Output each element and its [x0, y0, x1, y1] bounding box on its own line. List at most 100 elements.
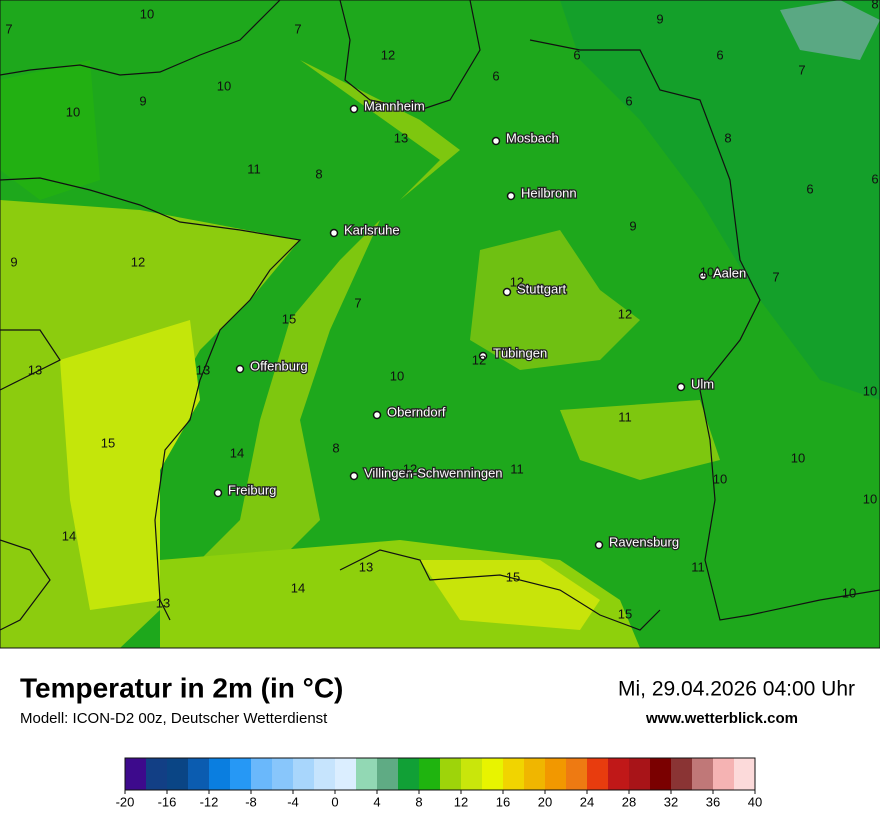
temperature-label: 9 — [10, 254, 17, 269]
temperature-label: 9 — [656, 11, 663, 26]
temperature-label: 15 — [618, 606, 632, 621]
temperature-label: 10 — [713, 471, 727, 486]
temperature-label: 7 — [798, 62, 805, 77]
city-label: Offenburg — [250, 358, 308, 373]
temperature-label: 12 — [403, 461, 417, 476]
temperature-label: 13 — [196, 362, 210, 377]
temperature-label: 10 — [390, 368, 404, 383]
datetime: Mi, 29.04.2026 04:00 Uhr — [618, 678, 855, 701]
border-line — [339, 0, 481, 111]
temperature-label: 10 — [140, 6, 154, 21]
warm-region — [60, 320, 200, 610]
temperature-label: 15 — [101, 435, 115, 450]
border-line — [339, 549, 661, 631]
city-dot — [349, 471, 359, 481]
colorbar-swatch — [272, 758, 294, 790]
temperature-label: 11 — [691, 559, 705, 574]
border-line — [529, 39, 880, 621]
map — [0, 0, 880, 649]
temperature-label: 6 — [716, 47, 723, 62]
colorbar-tick-label: 20 — [538, 794, 552, 809]
temperature-label: 12 — [381, 47, 395, 62]
colorbar-tick-label: 40 — [748, 794, 762, 809]
subtitle: Modell: ICON-D2 00z, Deutscher Wetterdie… — [20, 710, 328, 727]
warm-region — [470, 230, 640, 370]
region — [0, 60, 100, 200]
temperature-label: 15 — [506, 569, 520, 584]
cool-region — [780, 0, 880, 60]
city-dot — [698, 271, 708, 281]
colorbar-tick-label: 16 — [496, 794, 510, 809]
temperature-label: 11 — [618, 409, 632, 424]
temperature-label: 7 — [5, 21, 12, 36]
colorbar-swatch — [356, 758, 378, 790]
colorbar-tick-label: -16 — [158, 794, 177, 809]
city-label: Villingen-Schwenningen — [364, 465, 503, 480]
city-label: Heilbronn — [521, 185, 577, 200]
colorbar-tick-label: -4 — [287, 794, 299, 809]
colorbar-swatch — [713, 758, 735, 790]
temperature-label: 14 — [230, 445, 244, 460]
colorbar-tick-label: 12 — [454, 794, 468, 809]
city-dot — [506, 191, 516, 201]
colorbar-swatch — [167, 758, 189, 790]
temperature-label: 13 — [394, 130, 408, 145]
colorbar-swatch — [671, 758, 693, 790]
colorbar-tick-label: 0 — [331, 794, 338, 809]
dark-region — [560, 0, 880, 400]
city-dot — [478, 351, 488, 361]
colorbar-tick-label: 8 — [415, 794, 422, 809]
colorbar-swatch — [461, 758, 483, 790]
temperature-label: 14 — [291, 580, 305, 595]
city-dot — [372, 410, 382, 420]
colorbar-tick-label: 4 — [373, 794, 380, 809]
colorbar-swatch — [251, 758, 273, 790]
temperature-label: 10 — [66, 104, 80, 119]
city-dot — [502, 287, 512, 297]
city-label: Ulm — [691, 376, 714, 391]
map-frame — [0, 0, 880, 649]
colorbar-tick-label: 32 — [664, 794, 678, 809]
temperature-label: 8 — [871, 0, 878, 11]
colorbar-swatch — [545, 758, 567, 790]
colorbar-swatch — [566, 758, 588, 790]
temperature-label: 13 — [28, 362, 42, 377]
temperature-label: 10 — [700, 264, 714, 279]
border-line — [0, 0, 281, 76]
warm-region — [560, 400, 720, 480]
colorbar-swatch — [230, 758, 252, 790]
city-dot — [349, 104, 359, 114]
colorbar-swatch — [650, 758, 672, 790]
city-label: Aalen — [713, 265, 746, 280]
colorbar-tick-label: 28 — [622, 794, 636, 809]
colorbar-swatch — [482, 758, 504, 790]
colorbar-tick-label: 24 — [580, 794, 594, 809]
city-label: Oberndorf — [387, 404, 446, 419]
city-label: Tübingen — [493, 345, 547, 360]
temperature-label: 9 — [139, 93, 146, 108]
colorbar-swatch — [377, 758, 399, 790]
colorbar-swatch — [314, 758, 336, 790]
temperature-label: 12 — [618, 306, 632, 321]
colorbar-swatch — [440, 758, 462, 790]
temperature-label: 7 — [294, 21, 301, 36]
colorbar-tick-label: -8 — [245, 794, 257, 809]
temperature-label: 6 — [871, 171, 878, 186]
temperature-label: 13 — [359, 559, 373, 574]
title: Temperatur in 2m (in °C) — [20, 672, 343, 703]
city-dot — [491, 136, 501, 146]
city-dot — [594, 540, 604, 550]
temperature-label: 8 — [724, 130, 731, 145]
city-label: Stuttgart — [517, 281, 567, 296]
colorbar-swatch — [335, 758, 357, 790]
colorbar-swatch — [293, 758, 315, 790]
city-label: Ravensburg — [609, 534, 679, 549]
temperature-label: 8 — [332, 440, 339, 455]
city-dot — [329, 228, 339, 238]
temperature-label: 10 — [863, 383, 877, 398]
temperature-label: 11 — [247, 161, 261, 176]
colorbar-tick-label: -20 — [116, 794, 135, 809]
city-dot — [235, 364, 245, 374]
colorbar-swatch — [734, 758, 756, 790]
colorbar-swatch — [209, 758, 231, 790]
